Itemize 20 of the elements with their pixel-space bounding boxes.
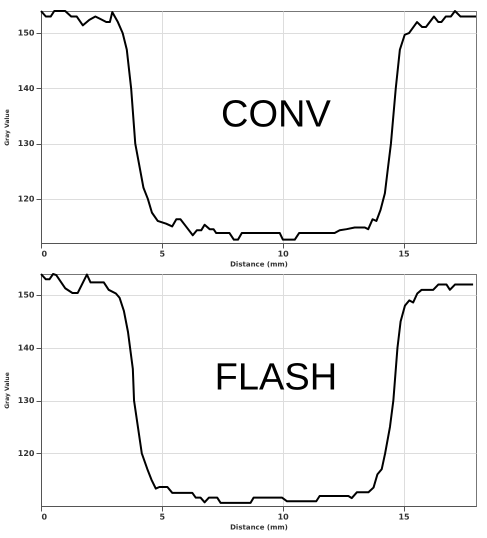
x-tick-label: 15 <box>398 512 410 522</box>
annotation: FLASH <box>214 356 338 398</box>
x-tick-label: 0 <box>42 250 48 258</box>
y-tick-label: 120 <box>18 448 35 458</box>
annotation: CONV <box>221 93 332 136</box>
x-tick-label: 15 <box>398 250 410 258</box>
x-tick-label: 10 <box>278 512 290 522</box>
y-tick-label: 150 <box>18 290 35 300</box>
line-series <box>40 10 477 241</box>
y-tick-label: 150 <box>18 28 35 38</box>
y-tick-label: 140 <box>18 84 35 93</box>
y-tick-label: 130 <box>18 396 35 406</box>
x-tick-label: 10 <box>278 250 290 258</box>
x-tick-label: 0 <box>42 512 48 522</box>
y-tick-label: 130 <box>18 139 35 148</box>
y-tick-label: 120 <box>18 194 35 204</box>
x-tick-label: 5 <box>160 250 166 258</box>
line-series <box>40 273 474 504</box>
x-tick-label: 5 <box>160 512 166 522</box>
y-tick-label: 140 <box>18 343 35 352</box>
